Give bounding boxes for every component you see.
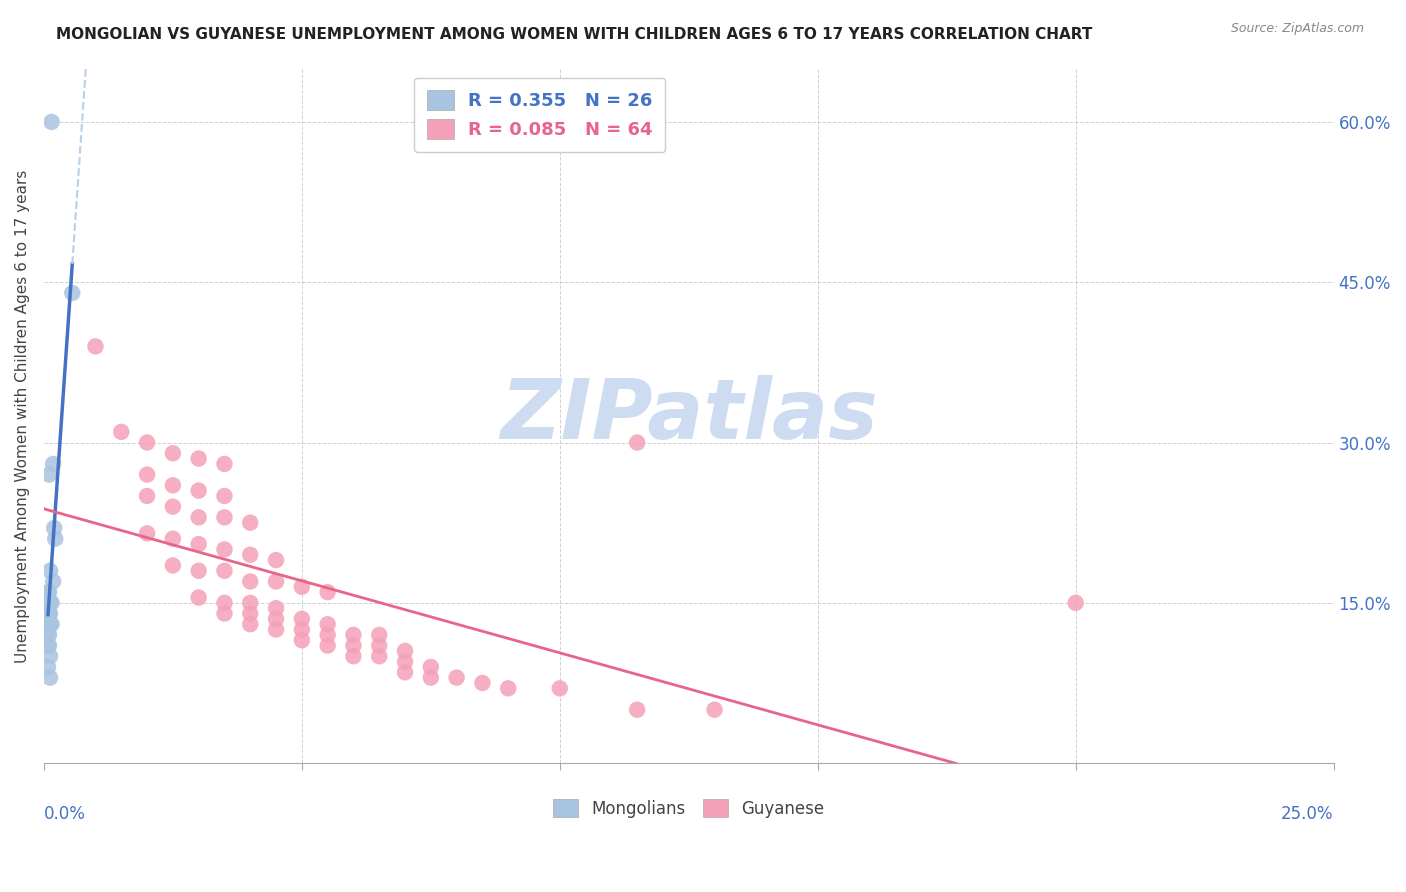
Point (316, 585, 339, 599)
Point (37, 617, 59, 632)
Text: 0.0%: 0.0% (44, 805, 86, 822)
Point (84, 339, 107, 353)
Point (162, 558, 184, 573)
Point (39, 617, 62, 632)
Point (136, 489, 159, 503)
Point (136, 435, 159, 450)
Point (626, 435, 648, 450)
Point (239, 607, 262, 621)
Text: Source: ZipAtlas.com: Source: ZipAtlas.com (1230, 22, 1364, 36)
Point (42, 574, 65, 589)
Point (1064, 596, 1087, 610)
Point (39, 649, 62, 664)
Point (264, 612, 287, 626)
Point (471, 676, 494, 690)
Point (419, 660, 441, 674)
Text: 25.0%: 25.0% (1281, 805, 1334, 822)
Point (214, 489, 236, 503)
Point (239, 548, 262, 562)
Point (162, 500, 184, 514)
Point (37, 607, 59, 621)
Point (419, 671, 441, 685)
Text: MONGOLIAN VS GUYANESE UNEMPLOYMENT AMONG WOMEN WITH CHILDREN AGES 6 TO 17 YEARS : MONGOLIAN VS GUYANESE UNEMPLOYMENT AMONG… (56, 27, 1092, 42)
Point (239, 596, 262, 610)
Point (44, 521, 66, 535)
Point (38, 585, 60, 599)
Point (187, 451, 209, 466)
Point (239, 574, 262, 589)
Point (342, 628, 364, 642)
Point (214, 510, 236, 524)
Point (136, 526, 159, 541)
Point (548, 681, 571, 696)
Point (187, 564, 209, 578)
Point (41, 115, 63, 129)
Point (214, 542, 236, 557)
Point (110, 425, 132, 439)
Point (214, 596, 236, 610)
Point (39, 607, 62, 621)
Point (136, 467, 159, 482)
Point (38, 628, 60, 642)
Point (703, 703, 725, 717)
Point (42, 457, 65, 471)
Point (316, 639, 339, 653)
Point (291, 623, 314, 637)
Point (394, 655, 416, 669)
Point (187, 483, 209, 498)
Point (38, 639, 60, 653)
Point (264, 574, 287, 589)
Point (342, 649, 364, 664)
Point (44, 532, 66, 546)
Point (214, 564, 236, 578)
Point (41, 617, 63, 632)
Point (214, 607, 236, 621)
Point (37, 628, 59, 642)
Point (38, 467, 60, 482)
Point (368, 649, 391, 664)
Point (187, 510, 209, 524)
Point (39, 596, 62, 610)
Point (214, 457, 236, 471)
Point (239, 516, 262, 530)
Point (291, 633, 314, 648)
Point (291, 612, 314, 626)
Point (368, 639, 391, 653)
Legend: Mongolians, Guyanese: Mongolians, Guyanese (547, 792, 831, 824)
Point (316, 617, 339, 632)
Point (162, 532, 184, 546)
Point (37, 660, 59, 674)
Point (38, 607, 60, 621)
Point (37, 639, 59, 653)
Point (187, 591, 209, 605)
Point (446, 671, 468, 685)
Point (60, 285, 83, 300)
Text: ZIPatlas: ZIPatlas (499, 376, 877, 457)
Point (291, 580, 314, 594)
Point (41, 596, 63, 610)
Point (37, 585, 59, 599)
Point (264, 553, 287, 567)
Point (496, 681, 519, 696)
Point (264, 623, 287, 637)
Point (39, 671, 62, 685)
Point (626, 703, 648, 717)
Point (239, 617, 262, 632)
Point (316, 628, 339, 642)
Point (342, 639, 364, 653)
Point (162, 478, 184, 492)
Point (394, 644, 416, 658)
Point (264, 601, 287, 615)
Point (187, 537, 209, 551)
Point (38, 617, 60, 632)
Point (368, 628, 391, 642)
Y-axis label: Unemployment Among Women with Children Ages 6 to 17 years: Unemployment Among Women with Children A… (15, 169, 30, 663)
Point (162, 446, 184, 460)
Point (39, 564, 62, 578)
Point (394, 665, 416, 680)
